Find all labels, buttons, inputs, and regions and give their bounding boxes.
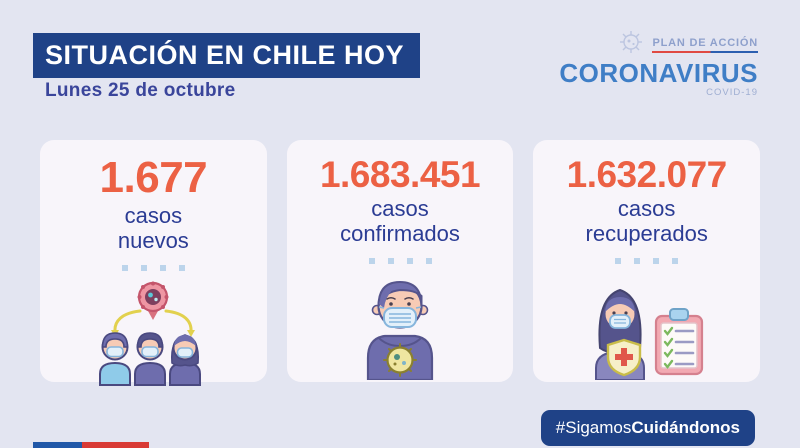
virus-spread-illustration-icon (88, 275, 218, 392)
card-casos-confirmados: 1.683.451 casos confirmados (286, 140, 514, 385)
hashtag-badge: #SigamosCuidándonos (540, 410, 755, 446)
hashtag-bold: Cuidándonos (631, 418, 740, 437)
virus-icon (616, 30, 646, 59)
new-cases-label: casos nuevos (117, 203, 189, 253)
masked-person-illustration-icon (335, 268, 465, 385)
hashtag-prefix: #Sigamos (555, 418, 632, 437)
recovered-cases-label: casos recuperados (585, 196, 708, 246)
flag-red-segment (82, 442, 149, 448)
decorative-dots (121, 265, 185, 272)
decorative-dots (615, 258, 679, 265)
card-casos-nuevos: 1.677 casos nuevos (40, 140, 267, 387)
decorative-dots (368, 258, 432, 265)
confirmed-cases-value: 1.683.451 (319, 154, 481, 195)
plan-de-accion-label: PLAN DE ACCIÓN (652, 36, 758, 49)
nurse-checklist-illustration-icon (572, 268, 722, 385)
plan-de-accion-coronavirus-logo: PLAN DE ACCIÓN CORONAVIRUS COVID-19 (559, 30, 758, 98)
covid19-label: COVID-19 (706, 87, 758, 99)
chile-flag-bar (33, 442, 149, 448)
coronavirus-brand: CORONAVIRUS (559, 58, 758, 88)
flag-underline (652, 50, 758, 53)
recovered-cases-value: 1.632.077 (566, 154, 728, 195)
report-date: Lunes 25 de octubre (45, 80, 236, 101)
stats-cards: 1.677 casos nuevos (40, 140, 761, 387)
card-casos-recuperados: 1.632.077 casos recuperados (533, 140, 761, 385)
confirmed-cases-label: casos confirmados (340, 196, 460, 246)
new-cases-value: 1.677 (99, 153, 208, 202)
page-title: SITUACIÓN EN CHILE HOY (33, 33, 421, 78)
flag-blue-segment (33, 442, 82, 448)
